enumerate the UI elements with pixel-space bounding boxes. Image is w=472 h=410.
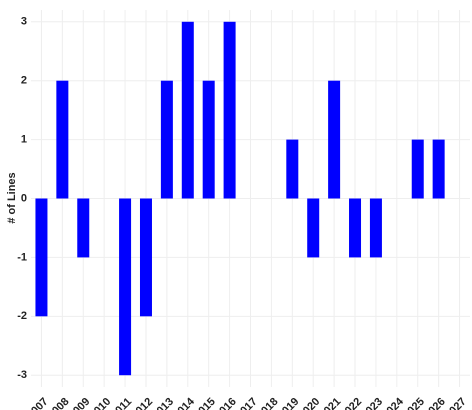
y-tick-label: -3 xyxy=(17,369,27,381)
y-axis-label: # of Lines xyxy=(6,172,18,223)
bar xyxy=(77,198,90,258)
x-tick-label: 2021 xyxy=(317,396,343,410)
x-tick-label: 2012 xyxy=(129,396,155,410)
x-tick-label: 2027 xyxy=(443,396,469,410)
bar xyxy=(349,198,362,258)
x-tick-label: 2017 xyxy=(234,396,260,410)
bar xyxy=(328,80,341,199)
bar xyxy=(286,139,299,199)
x-tick-label: 2009 xyxy=(67,396,93,410)
bar xyxy=(202,80,215,199)
bar xyxy=(119,198,132,376)
x-tick-label: 2014 xyxy=(171,395,197,410)
bar xyxy=(223,21,236,199)
bar xyxy=(56,80,69,199)
x-tick-label: 2023 xyxy=(359,396,385,410)
bar xyxy=(181,21,194,199)
x-tick-label: 2026 xyxy=(422,396,448,410)
x-tick-label: 2019 xyxy=(276,396,302,410)
bar xyxy=(160,80,173,199)
y-tick-label: -2 xyxy=(17,310,27,322)
x-tick-label: 2022 xyxy=(338,396,364,410)
x-tick-label: 2011 xyxy=(109,396,134,410)
bar xyxy=(369,198,382,258)
bar xyxy=(139,198,152,317)
x-tick-label: 2015 xyxy=(192,396,218,410)
bar xyxy=(35,198,48,317)
y-tick-label: 3 xyxy=(21,16,27,28)
x-tick-label: 2010 xyxy=(88,396,114,410)
y-tick-label: 0 xyxy=(21,192,27,204)
x-tick-label: 2013 xyxy=(150,396,176,410)
x-tick-label: 2016 xyxy=(213,396,239,410)
x-tick-label: 2007 xyxy=(25,396,51,410)
x-tick-label: 2018 xyxy=(255,396,281,410)
x-tick-label: 2024 xyxy=(380,395,406,410)
x-tick-label: 2020 xyxy=(297,396,323,410)
x-tick-label: 2008 xyxy=(46,396,72,410)
bar xyxy=(307,198,320,258)
bar xyxy=(411,139,424,199)
y-tick-label: 2 xyxy=(21,75,27,87)
bar xyxy=(432,139,445,199)
x-tick-label: 2025 xyxy=(401,396,427,410)
y-tick-label: -1 xyxy=(17,251,27,263)
y-tick-label: 1 xyxy=(21,134,27,146)
